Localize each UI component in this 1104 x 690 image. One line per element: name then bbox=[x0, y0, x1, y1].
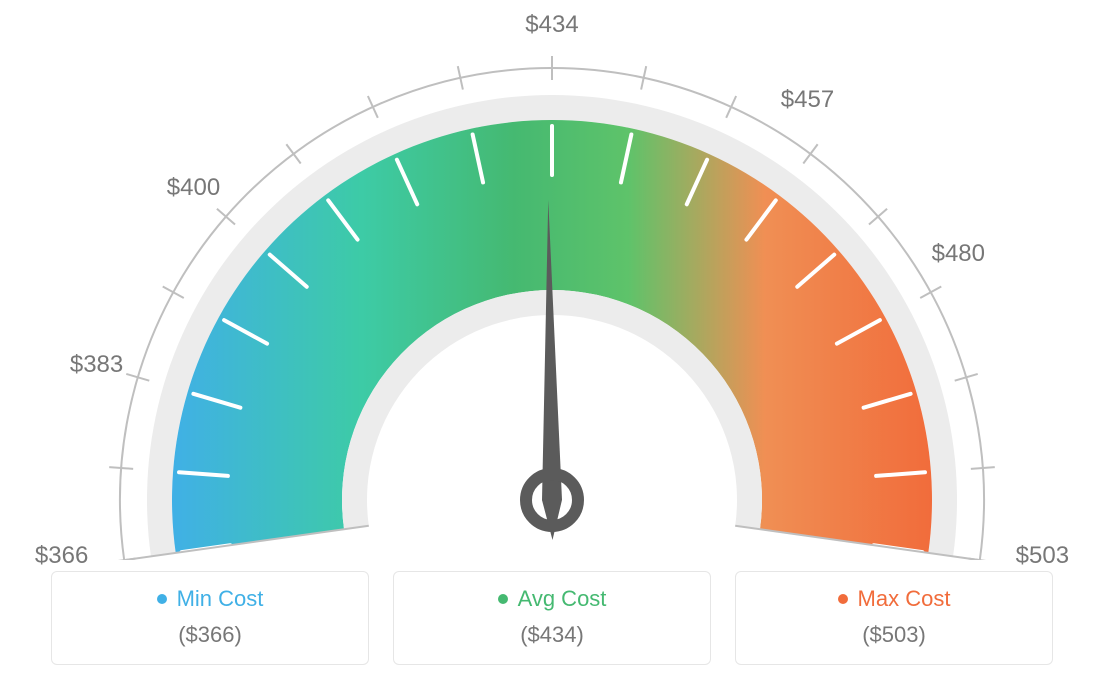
gauge-tick-label: $480 bbox=[932, 240, 985, 268]
legend-avg-value: ($434) bbox=[402, 622, 702, 648]
legend-row: Min Cost ($366) Avg Cost ($434) Max Cost… bbox=[0, 571, 1104, 665]
legend-min-dot bbox=[157, 594, 167, 604]
gauge-tick-label: $457 bbox=[781, 86, 834, 114]
legend-max-value: ($503) bbox=[744, 622, 1044, 648]
legend-max-title: Max Cost bbox=[838, 586, 951, 612]
legend-max-label: Max Cost bbox=[858, 586, 951, 612]
gauge-tick-label: $400 bbox=[167, 174, 220, 202]
legend-avg: Avg Cost ($434) bbox=[393, 571, 711, 665]
legend-min-title: Min Cost bbox=[157, 586, 264, 612]
gauge-svg bbox=[0, 0, 1104, 560]
legend-max: Max Cost ($503) bbox=[735, 571, 1053, 665]
legend-max-dot bbox=[838, 594, 848, 604]
gauge-tick-label: $383 bbox=[70, 351, 123, 379]
cost-gauge-widget: $366 $383 $400 $434 $457 $480 $503 Min Cost ($… bbox=[0, 0, 1104, 690]
gauge-area: $366$383$400$434$457$480$503 bbox=[0, 0, 1104, 560]
legend-min-value: ($366) bbox=[60, 622, 360, 648]
legend-avg-title: Avg Cost bbox=[498, 586, 607, 612]
gauge-tick-label: $503 bbox=[1016, 542, 1069, 570]
legend-avg-dot bbox=[498, 594, 508, 604]
gauge-tick-label: $434 bbox=[525, 11, 578, 39]
legend-min-label: Min Cost bbox=[177, 586, 264, 612]
legend-min: Min Cost ($366) bbox=[51, 571, 369, 665]
gauge-tick-label: $366 bbox=[35, 542, 88, 570]
legend-avg-label: Avg Cost bbox=[518, 586, 607, 612]
